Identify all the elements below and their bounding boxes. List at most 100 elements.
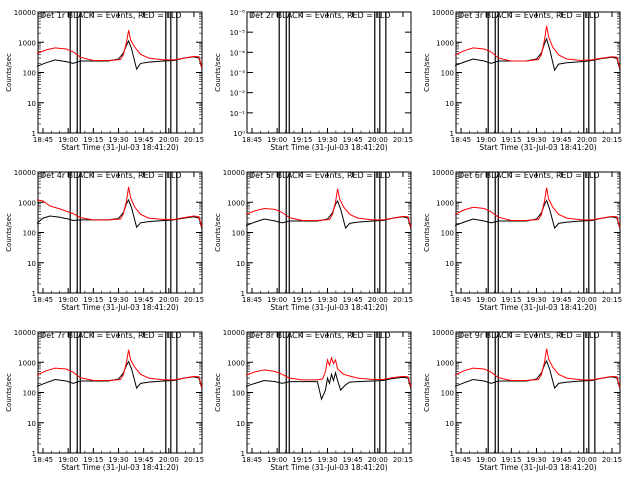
y-tick-label: 100	[441, 70, 454, 78]
y-axis-label: Counts/sec	[214, 213, 222, 252]
x-tick-label: 19:00	[267, 456, 287, 464]
panel-title: Det 6r BLACK = Events, RED = LLD	[458, 171, 600, 180]
panel-title: Det 7r BLACK = Events, RED = LLD	[40, 331, 182, 340]
x-tick-label: 19:30	[108, 136, 128, 144]
x-tick-label: 19:00	[58, 136, 78, 144]
panel-9: Det 9r BLACK = Events, RED = LLD 1 10 100 10…	[423, 329, 622, 472]
y-tick-label: 10	[236, 420, 245, 428]
x-tick-label: 19:15	[292, 456, 312, 464]
x-tick-label: 19:30	[317, 296, 337, 304]
y-tick-label: 1000	[436, 39, 454, 47]
x-axis-label: Start Time (31-Jul-03 18:41:20)	[270, 143, 387, 152]
x-tick-label: 19:45	[343, 136, 363, 144]
y-tick-label: 10⁻⁴	[230, 49, 246, 57]
x-tick-label: 18:45	[33, 136, 53, 144]
y-tick-label: 1	[241, 290, 245, 298]
x-axis-label: Start Time (31-Jul-03 18:41:20)	[479, 463, 596, 472]
x-tick-label: 20:15	[602, 456, 622, 464]
panel-3: Det 3r BLACK = Events, RED = LLD 1 10 100 10…	[423, 9, 622, 152]
y-axis-label: Counts/sec	[5, 213, 13, 252]
y-tick-label: 100	[441, 390, 454, 398]
y-axis-label: Counts/sec	[423, 53, 431, 92]
panel-title: Det 3r BLACK = Events, RED = LLD	[458, 11, 600, 20]
y-tick-label: 10⁰	[233, 130, 245, 138]
y-tick-label: 10000	[432, 9, 454, 17]
x-tick-label: 18:45	[33, 456, 53, 464]
x-tick-label: 19:15	[83, 296, 103, 304]
events-series-line	[245, 370, 412, 401]
x-tick-label: 20:15	[602, 136, 622, 144]
x-tick-label: 20:15	[393, 296, 413, 304]
x-tick-label: 20:15	[184, 136, 204, 144]
panel-6: Det 6r BLACK = Events, RED = LLD 1 10 100 10…	[423, 169, 622, 312]
x-tick-label: 20:00	[577, 136, 597, 144]
x-tick-label: 20:15	[393, 456, 413, 464]
y-axis-label: Counts/sec	[423, 373, 431, 412]
y-axis-label: Counts/sec	[214, 373, 222, 412]
x-tick-label: 19:00	[476, 296, 496, 304]
x-tick-label: 19:15	[83, 136, 103, 144]
x-tick-label: 20:00	[577, 456, 597, 464]
lld-series-line	[36, 349, 203, 389]
x-tick-label: 19:15	[501, 136, 521, 144]
x-tick-label: 19:15	[292, 296, 312, 304]
x-tick-label: 19:45	[134, 136, 154, 144]
y-tick-label: 10⁻⁶	[230, 9, 246, 17]
y-tick-label: 10	[27, 260, 36, 268]
x-tick-label: 19:45	[552, 456, 572, 464]
x-tick-label: 19:15	[501, 296, 521, 304]
y-tick-label: 10	[27, 100, 36, 108]
y-tick-label: 10	[236, 260, 245, 268]
y-tick-label: 10000	[223, 329, 245, 337]
y-tick-label: 10	[445, 100, 454, 108]
y-axis-label: Counts/sec	[5, 373, 13, 412]
y-tick-label: 1	[241, 450, 245, 458]
y-tick-label: 1	[32, 130, 36, 138]
x-tick-label: 18:45	[33, 296, 53, 304]
x-axis-label: Start Time (31-Jul-03 18:41:20)	[270, 463, 387, 472]
y-tick-label: 100	[23, 390, 36, 398]
y-tick-label: 1	[450, 130, 454, 138]
x-tick-label: 19:15	[292, 136, 312, 144]
x-axis-label: Start Time (31-Jul-03 18:41:20)	[61, 303, 178, 312]
x-tick-label: 18:45	[451, 456, 471, 464]
x-tick-label: 20:15	[602, 296, 622, 304]
y-tick-label: 1	[450, 290, 454, 298]
x-tick-label: 19:30	[317, 456, 337, 464]
y-tick-label: 10000	[432, 169, 454, 177]
y-tick-label: 10000	[14, 9, 36, 17]
x-tick-label: 20:15	[393, 136, 413, 144]
x-tick-label: 20:00	[368, 296, 388, 304]
x-tick-label: 19:00	[58, 456, 78, 464]
lld-series-line	[454, 187, 621, 229]
panel-title: Det 5r BLACK = Events, RED = LLD	[249, 171, 391, 180]
y-tick-label: 1000	[18, 199, 36, 207]
y-tick-label: 1000	[227, 199, 245, 207]
x-tick-label: 19:30	[108, 456, 128, 464]
y-tick-label: 100	[232, 390, 245, 398]
x-tick-label: 18:45	[242, 136, 262, 144]
panel-title: Det 9r BLACK = Events, RED = LLD	[458, 331, 600, 340]
y-tick-label: 10	[27, 420, 36, 428]
y-tick-label: 10	[445, 260, 454, 268]
lld-series-line	[245, 356, 412, 388]
panel-4: Det 4r BLACK = Events, RED = LLD 1 10 100 10…	[5, 169, 204, 312]
y-tick-label: 10⁻¹	[230, 110, 246, 118]
x-tick-label: 19:30	[526, 136, 546, 144]
y-tick-label: 1	[32, 290, 36, 298]
x-tick-label: 19:45	[134, 296, 154, 304]
x-tick-label: 20:00	[159, 136, 179, 144]
y-tick-label: 10000	[432, 329, 454, 337]
lld-series-line	[36, 30, 203, 69]
y-tick-label: 10⁻⁵	[230, 29, 246, 37]
x-tick-label: 20:00	[159, 456, 179, 464]
panel-7: Det 7r BLACK = Events, RED = LLD 1 10 100 10…	[5, 329, 204, 472]
x-tick-label: 19:45	[343, 456, 363, 464]
y-tick-label: 10⁻³	[230, 70, 246, 78]
x-axis-label: Start Time (31-Jul-03 18:41:20)	[61, 143, 178, 152]
x-tick-label: 19:30	[108, 296, 128, 304]
x-axis-label: Start Time (31-Jul-03 18:41:20)	[270, 303, 387, 312]
lld-series-line	[454, 348, 621, 389]
x-tick-label: 19:15	[83, 456, 103, 464]
